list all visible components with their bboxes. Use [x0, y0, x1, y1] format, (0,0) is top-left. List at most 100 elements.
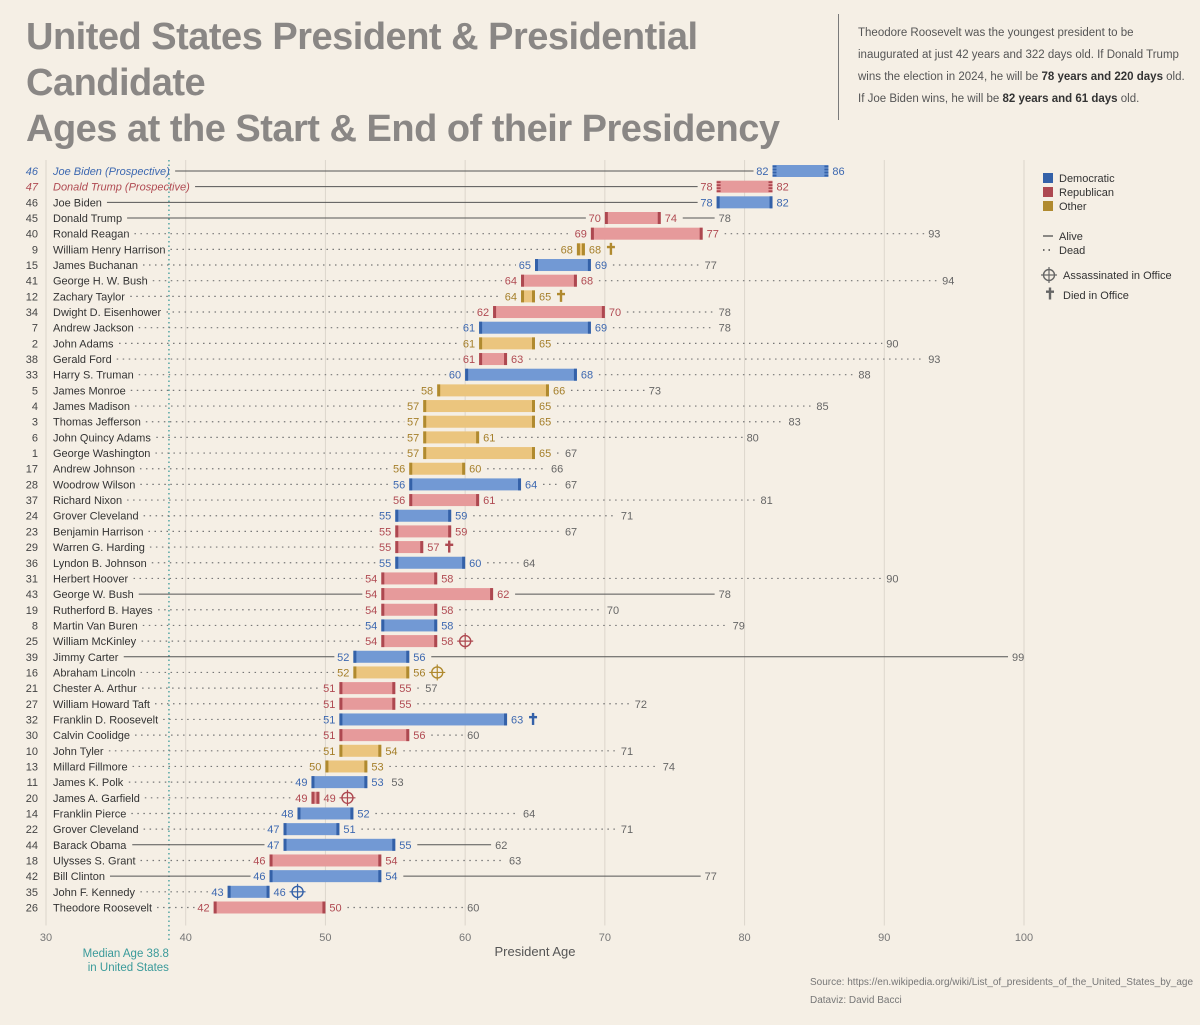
start-tick	[576, 243, 580, 256]
end-tick	[448, 525, 452, 538]
term-bar	[297, 807, 354, 820]
note-text-3: old.	[1117, 93, 1140, 105]
start-tick	[716, 181, 721, 184]
end-age-label: 46	[274, 887, 286, 899]
end-age-label: 68	[581, 276, 593, 288]
president-name: Donald Trump (Prospective)	[53, 182, 190, 194]
end-age-label: 82	[777, 197, 789, 209]
president-number: 31	[26, 573, 38, 585]
president-row: 26 Theodore Roosevelt 42 50 60	[26, 901, 479, 914]
death-age-label: 60	[467, 902, 479, 914]
assassinated-icon	[457, 633, 474, 650]
term-bar	[465, 368, 577, 381]
term-bar	[283, 823, 340, 836]
end-tick	[768, 184, 773, 187]
death-age-label: 72	[635, 699, 647, 711]
president-number: 43	[26, 589, 38, 601]
president-row: 6 John Quincy Adams 57 61 80	[32, 431, 759, 444]
credit-text: Dataviz: David Bacci	[810, 995, 902, 1006]
president-name: Martin Van Buren	[53, 620, 138, 632]
start-age-label: 58	[421, 385, 433, 397]
president-row: 12 Zachary Taylor 64 65	[26, 290, 551, 303]
president-row: 8 Martin Van Buren 54 58 79	[32, 619, 745, 632]
start-tick	[590, 227, 594, 240]
term-bar	[395, 525, 452, 538]
start-age-label: 47	[267, 824, 279, 836]
term-bar	[381, 635, 438, 648]
note-trump-age: 78 years and 220 days	[1041, 71, 1163, 83]
president-number: 46	[26, 166, 39, 178]
president-number: 18	[26, 855, 38, 867]
start-age-label: 46	[253, 855, 265, 867]
president-row: 42 Bill Clinton 46 54 77	[26, 870, 717, 883]
start-tick	[479, 321, 483, 334]
president-number: 15	[26, 260, 38, 272]
current-age-label: 78	[719, 589, 731, 601]
assassinated-icon	[339, 789, 356, 806]
end-tick	[378, 744, 382, 757]
start-tick	[493, 306, 497, 319]
start-tick	[409, 462, 413, 475]
president-row: 22 Grover Cleveland 47 51 71	[26, 823, 633, 836]
start-tick	[395, 556, 399, 569]
title-line-1: United States President & Presidential C…	[26, 16, 698, 104]
president-name: Bill Clinton	[53, 871, 105, 883]
x-tick-label: 90	[878, 932, 890, 944]
start-tick	[535, 259, 538, 272]
start-tick	[409, 478, 413, 491]
start-tick	[381, 588, 385, 601]
president-number: 10	[26, 746, 38, 758]
x-tick-label: 40	[180, 932, 192, 944]
start-tick	[381, 635, 385, 648]
president-row: 2 John Adams 61 65 90	[32, 337, 899, 350]
start-tick	[479, 337, 483, 350]
end-tick	[392, 838, 396, 851]
start-tick	[339, 713, 343, 726]
president-name: Woodrow Wilson	[53, 479, 135, 491]
start-age-label: 54	[365, 589, 377, 601]
term-bar	[339, 713, 508, 726]
end-tick	[545, 384, 549, 397]
legend-label-O: Other	[1059, 201, 1087, 213]
death-age-label: 64	[523, 808, 535, 820]
president-number: 5	[32, 385, 38, 397]
president-number: 11	[27, 777, 38, 789]
term-bar	[325, 760, 368, 773]
legend-assassinated-label: Assassinated in Office	[1063, 270, 1172, 282]
start-tick	[269, 854, 273, 867]
end-tick	[824, 174, 829, 177]
term-bar	[423, 431, 480, 444]
start-tick	[381, 619, 385, 632]
end-tick	[378, 870, 382, 883]
president-name: George H. W. Bush	[53, 276, 148, 288]
end-age-label: 53	[371, 777, 383, 789]
chart-title: United States President & Presidential C…	[26, 14, 826, 152]
president-row: 5 James Monroe 58 66 73	[32, 384, 661, 397]
president-row: 19 Rutherford B. Hayes 54 58 70	[26, 603, 619, 617]
start-tick	[716, 190, 721, 193]
note-biden-age: 82 years and 61 days	[1002, 93, 1118, 105]
death-age-label: 70	[607, 605, 619, 617]
median-label-line-2: in United States	[88, 962, 169, 974]
president-name: Warren G. Harding	[53, 542, 145, 554]
end-age-label: 66	[553, 385, 565, 397]
end-age-label: 55	[399, 699, 411, 711]
president-number: 6	[32, 432, 38, 444]
term-bar	[493, 306, 605, 319]
term-bar	[311, 776, 368, 789]
president-number: 39	[26, 652, 38, 664]
died-in-office-icon	[445, 540, 454, 553]
end-tick	[448, 509, 452, 522]
president-number: 21	[26, 683, 38, 695]
end-tick	[476, 494, 480, 507]
title-line-2: Ages at the Start & End of their Preside…	[26, 108, 780, 150]
legend-swatch-R	[1043, 187, 1053, 197]
president-name: Chester A. Arthur	[53, 683, 137, 695]
death-age-label: 93	[928, 229, 940, 241]
start-age-label: 54	[365, 573, 377, 585]
start-tick	[423, 415, 427, 428]
president-number: 32	[26, 714, 38, 726]
president-name: Joe Biden	[53, 197, 102, 209]
start-age-label: 54	[365, 636, 377, 648]
president-row: 35 John F. Kennedy 43 46	[26, 885, 286, 899]
